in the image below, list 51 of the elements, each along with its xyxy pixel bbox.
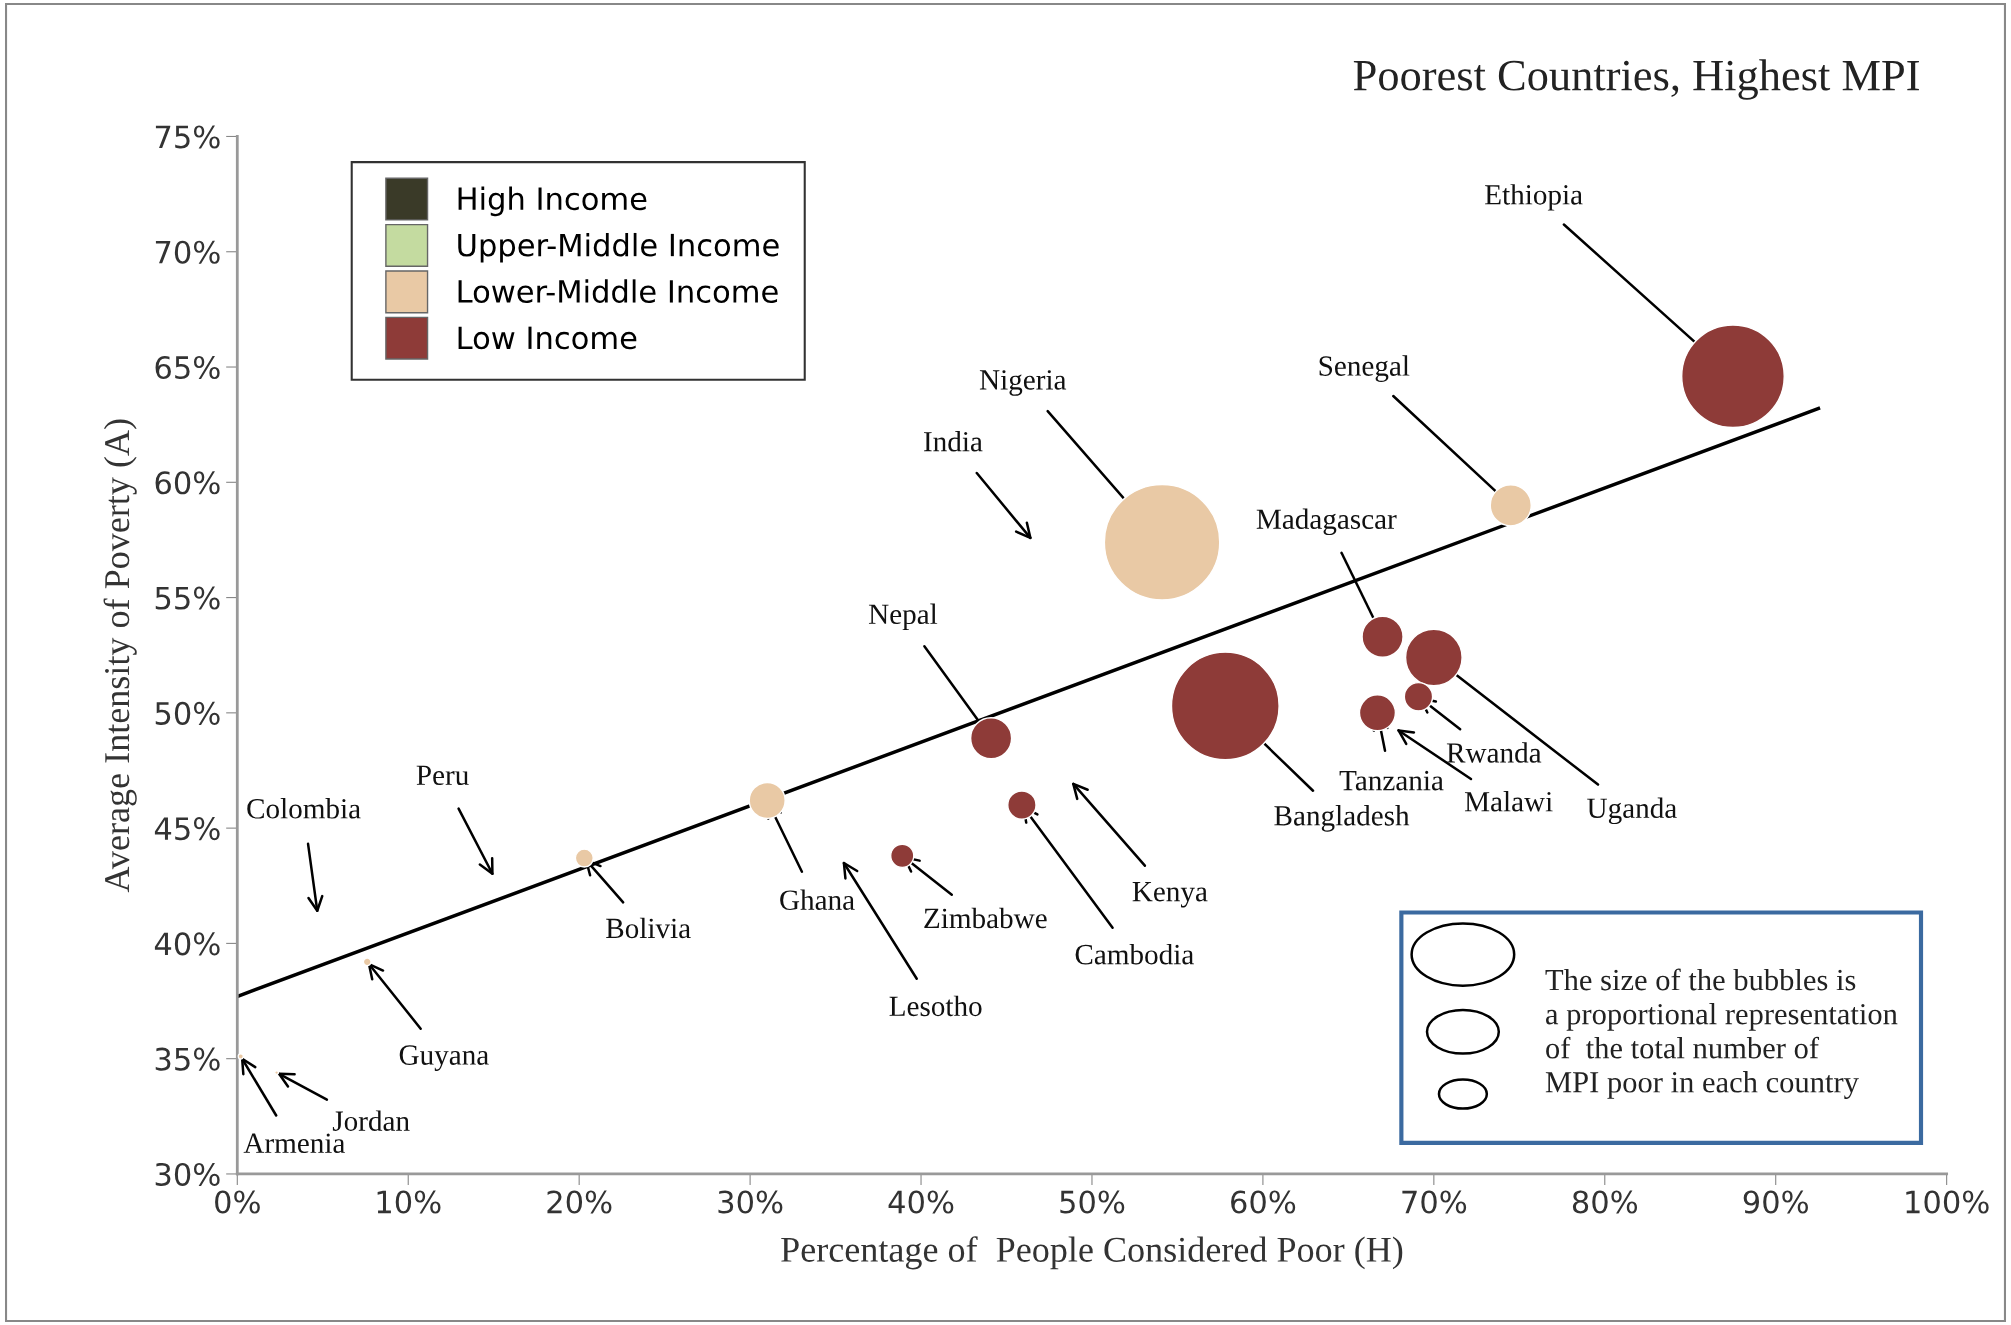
legend-label: High Income (458, 186, 647, 217)
legend-label: Upper-Middle Income (458, 232, 779, 263)
annotation: Nepal (868, 603, 938, 631)
y-tick-label: 65% (155, 355, 220, 380)
y-tick-label: 35% (155, 1047, 220, 1071)
x-tick-label: 50% (1060, 1190, 1125, 1214)
x-tick-label: 70% (1402, 1190, 1467, 1214)
legend-label: Lower-Middle Income (458, 279, 778, 303)
annotation: The size of the bubbles is a proportional representation of the total number of MPI poor in each country (1545, 968, 1898, 1099)
annotation: Bolivia (606, 917, 691, 939)
x-tick-label: 0% (215, 1190, 260, 1214)
annotation: Malawi (1464, 791, 1553, 812)
annotation: Jordan (332, 1110, 410, 1131)
y-tick-label: 55% (155, 586, 220, 610)
annotation: Rwanda (1446, 742, 1542, 763)
annotation: Zimbabwe (924, 907, 1047, 929)
legend-label: Low Income (458, 326, 637, 350)
annotation: Peru (416, 765, 469, 786)
y-tick-label: 60% (155, 471, 220, 495)
x-tick-label: 80% (1572, 1190, 1638, 1214)
annotation: Senegal (1319, 355, 1410, 382)
annotation: Armenia (243, 1133, 345, 1154)
annotation: Colombia (247, 798, 361, 819)
annotation: Nigeria (979, 370, 1067, 396)
x-tick-label: 40% (888, 1190, 954, 1214)
annotation: Tanzania (1339, 770, 1444, 791)
x-axis-title: Percentage of People Considered Poor (H) (781, 1236, 1403, 1270)
annotation: Madagascar (1256, 508, 1397, 536)
annotation: Guyana (399, 1045, 489, 1071)
y-tick-label: 50% (155, 701, 220, 725)
chart-title: Poorest Countries, Highest MPI (1353, 59, 1919, 100)
y-tick-label: 75% (155, 125, 220, 149)
x-tick-label: 60% (1231, 1190, 1296, 1214)
x-tick-label: 30% (718, 1190, 783, 1214)
y-tick-label: 70% (155, 240, 220, 264)
y-tick-label: 40% (154, 932, 220, 956)
x-tick-label: 20% (547, 1190, 612, 1214)
y-tick-label: 30% (155, 1162, 220, 1186)
annotation: India (924, 430, 983, 452)
annotation: Kenya (1132, 882, 1208, 908)
x-tick-label: 10% (377, 1190, 441, 1214)
annotation: Lesotho (889, 995, 982, 1017)
annotation: Ghana (780, 889, 855, 910)
annotation: Ethiopia (1485, 184, 1583, 211)
y-axis-title: Average Intensity of Poverty (A) (103, 419, 137, 893)
x-tick-label: 100% (1906, 1190, 1989, 1214)
annotation: Cambodia (1075, 943, 1194, 965)
annotation: Uganda (1587, 797, 1677, 825)
x-tick-label: 90% (1743, 1190, 1808, 1214)
annotation: Bangladesh (1274, 805, 1410, 832)
y-tick-label: 45% (154, 817, 220, 841)
